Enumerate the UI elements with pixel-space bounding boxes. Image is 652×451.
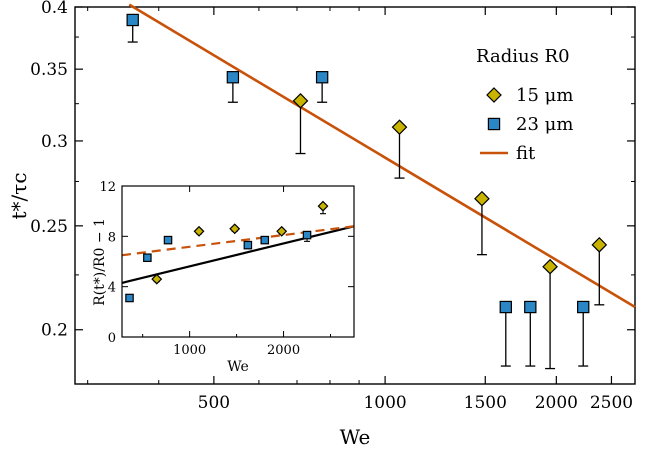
inset-data-point-15um bbox=[276, 225, 288, 237]
y-axis-title: t*/τc bbox=[7, 172, 31, 219]
y-tick-label: 0.25 bbox=[30, 217, 68, 237]
x-axis-title: We bbox=[340, 425, 371, 449]
legend-title: Radius R0 bbox=[476, 46, 570, 67]
inset-x-axis-title: We bbox=[227, 359, 249, 375]
inset-y-tick-label: 8 bbox=[108, 230, 116, 245]
x-tick-label: 1500 bbox=[464, 393, 507, 413]
data-point-15um bbox=[391, 119, 408, 136]
x-tick-label: 2500 bbox=[590, 393, 633, 413]
data-point-15um bbox=[542, 258, 558, 275]
data-point-23um bbox=[499, 300, 512, 314]
legend-marker-23um bbox=[487, 117, 501, 131]
x-tick-label: 2000 bbox=[535, 393, 578, 413]
data-point-15um bbox=[591, 236, 608, 253]
x-tick-label: 1000 bbox=[363, 393, 406, 413]
legend-label: fit bbox=[516, 143, 536, 164]
data-point-23um bbox=[226, 71, 240, 84]
inset-y-axis-title: R(t*)/R0 − 1 bbox=[92, 218, 108, 306]
legend-label: 15 μm bbox=[516, 85, 573, 106]
inset-data-point-23um bbox=[260, 235, 270, 245]
inset-x-tick-label: 2000 bbox=[267, 343, 300, 358]
y-tick-label: 0.35 bbox=[30, 60, 68, 80]
inset-data-point-23um bbox=[125, 293, 134, 303]
inset-y-tick-label: 4 bbox=[108, 281, 116, 296]
main-plot-frame bbox=[74, 6, 636, 385]
inset-solid-line bbox=[121, 225, 355, 284]
data-point-15um bbox=[474, 190, 490, 207]
y-tick-label: 0.2 bbox=[41, 321, 68, 341]
inset-data-point-23um bbox=[143, 253, 152, 263]
y-tick-label: 0.3 bbox=[41, 132, 68, 152]
data-point-23um bbox=[126, 13, 139, 27]
legend-marker-15um bbox=[486, 87, 502, 103]
legend-label: 23 μm bbox=[516, 114, 573, 135]
inset-y-tick-label: 0 bbox=[108, 331, 116, 346]
inset-dashed-line bbox=[121, 225, 355, 257]
inset-y-tick-label: 12 bbox=[99, 180, 116, 195]
data-point-23um bbox=[315, 71, 329, 84]
inset-chart: 1000 2000 0 4 8 12 We R(t*)/R0 − 1 bbox=[92, 180, 355, 375]
inset-data-point-15um bbox=[151, 273, 163, 285]
inset-x-tick-label: 1000 bbox=[173, 343, 206, 358]
inset-data-point-23um bbox=[302, 230, 312, 240]
data-point-15um bbox=[292, 92, 309, 109]
inset-data-point-23um bbox=[163, 235, 173, 245]
main-plot-area: 500 1000 1500 2000 2500 0.2 0.25 0.3 0.35 0.4 bbox=[30, 0, 636, 413]
fit-line bbox=[128, 3, 636, 309]
inset-data-point-15um bbox=[317, 200, 329, 212]
legend-items: 15 μm 23 μm fit bbox=[480, 85, 573, 164]
inset-frame bbox=[121, 185, 355, 338]
inset-background bbox=[122, 186, 354, 337]
inset-data-point-15um bbox=[193, 225, 205, 237]
data-point-23um bbox=[524, 300, 537, 314]
inset-data-point-15um bbox=[229, 223, 241, 235]
data-point-23um bbox=[577, 300, 590, 314]
inset-data-point-23um bbox=[243, 240, 253, 250]
legend: Radius R0 15 μm 23 μm fit bbox=[476, 46, 573, 164]
y-tick-label: 0.4 bbox=[41, 0, 68, 18]
x-tick-label: 500 bbox=[198, 393, 230, 413]
